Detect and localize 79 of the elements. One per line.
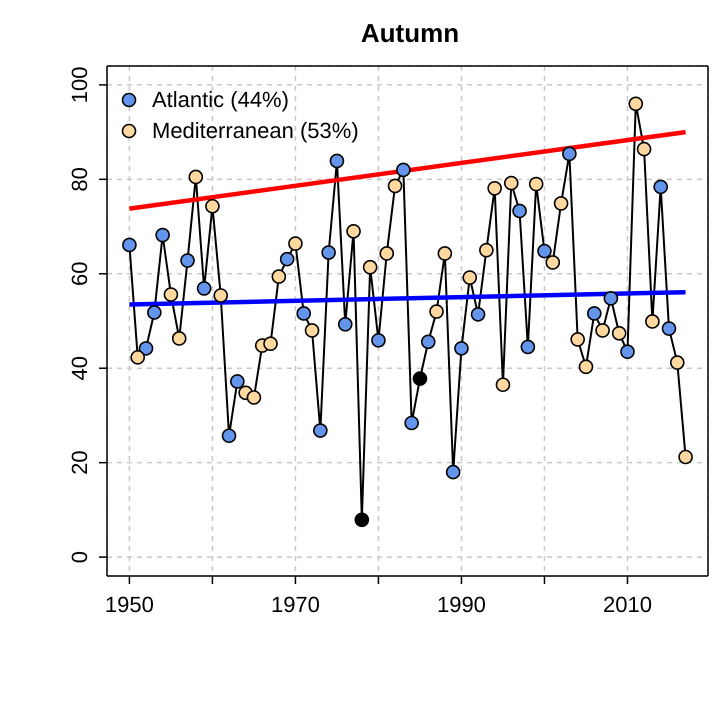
point [138, 341, 154, 356]
point [304, 323, 320, 338]
point [578, 360, 594, 374]
point [280, 252, 294, 266]
point [272, 269, 286, 284]
point [330, 154, 344, 168]
point [528, 176, 544, 192]
point [164, 287, 178, 302]
point [446, 464, 460, 480]
point [180, 253, 195, 268]
point [321, 245, 336, 260]
point [230, 374, 245, 389]
y-tick-label: 40 [67, 356, 92, 380]
point [604, 291, 618, 306]
x-tick-label: 1950 [104, 592, 154, 617]
point [628, 96, 644, 112]
point [338, 317, 353, 332]
point [645, 314, 660, 329]
point [612, 326, 626, 341]
legend-label: Mediterranean (53%) [152, 118, 359, 144]
point [396, 162, 411, 178]
point [586, 306, 602, 321]
point [479, 242, 494, 258]
point [520, 340, 536, 354]
y-tick-label: 80 [67, 167, 92, 192]
point [454, 341, 469, 356]
point [570, 332, 585, 347]
point [172, 331, 187, 346]
point [420, 334, 436, 350]
y-tick-label: 0 [67, 550, 92, 564]
point [653, 180, 668, 194]
point [487, 181, 502, 196]
point [379, 246, 394, 261]
legend-label: Atlantic (44%) [152, 86, 289, 112]
point [246, 390, 262, 405]
point [412, 371, 428, 386]
point [678, 450, 693, 464]
point [388, 178, 402, 194]
point [155, 228, 170, 242]
point [438, 246, 452, 261]
point [205, 198, 220, 214]
point [562, 146, 577, 162]
point [371, 333, 386, 348]
y-tick-label: 60 [67, 262, 92, 286]
point [670, 355, 685, 370]
point [346, 224, 361, 239]
y-tick-label: 100 [67, 66, 92, 104]
point [147, 305, 162, 320]
x-tick-label: 1970 [270, 592, 320, 617]
chart-title: Autumn [360, 18, 460, 49]
point [263, 336, 278, 351]
point [122, 238, 137, 252]
point [222, 428, 236, 444]
x-tick-label: 1990 [436, 592, 486, 617]
point [313, 423, 328, 438]
point [130, 350, 146, 365]
point [504, 176, 519, 190]
x-tick-label: 2010 [603, 592, 652, 617]
point [288, 236, 303, 251]
y-tick-label: 20 [67, 450, 92, 475]
point [462, 270, 478, 285]
point [362, 260, 378, 274]
point [470, 307, 486, 322]
point [537, 244, 552, 258]
point [213, 288, 228, 303]
point [595, 323, 610, 338]
point [620, 344, 635, 359]
point [188, 170, 204, 184]
point [512, 204, 527, 218]
point [636, 142, 652, 156]
point [296, 306, 312, 321]
point [554, 196, 568, 211]
point [496, 377, 510, 392]
point [196, 281, 212, 296]
point [662, 321, 676, 336]
point [404, 416, 419, 430]
point [429, 304, 444, 319]
point [354, 512, 370, 528]
point [545, 255, 560, 270]
